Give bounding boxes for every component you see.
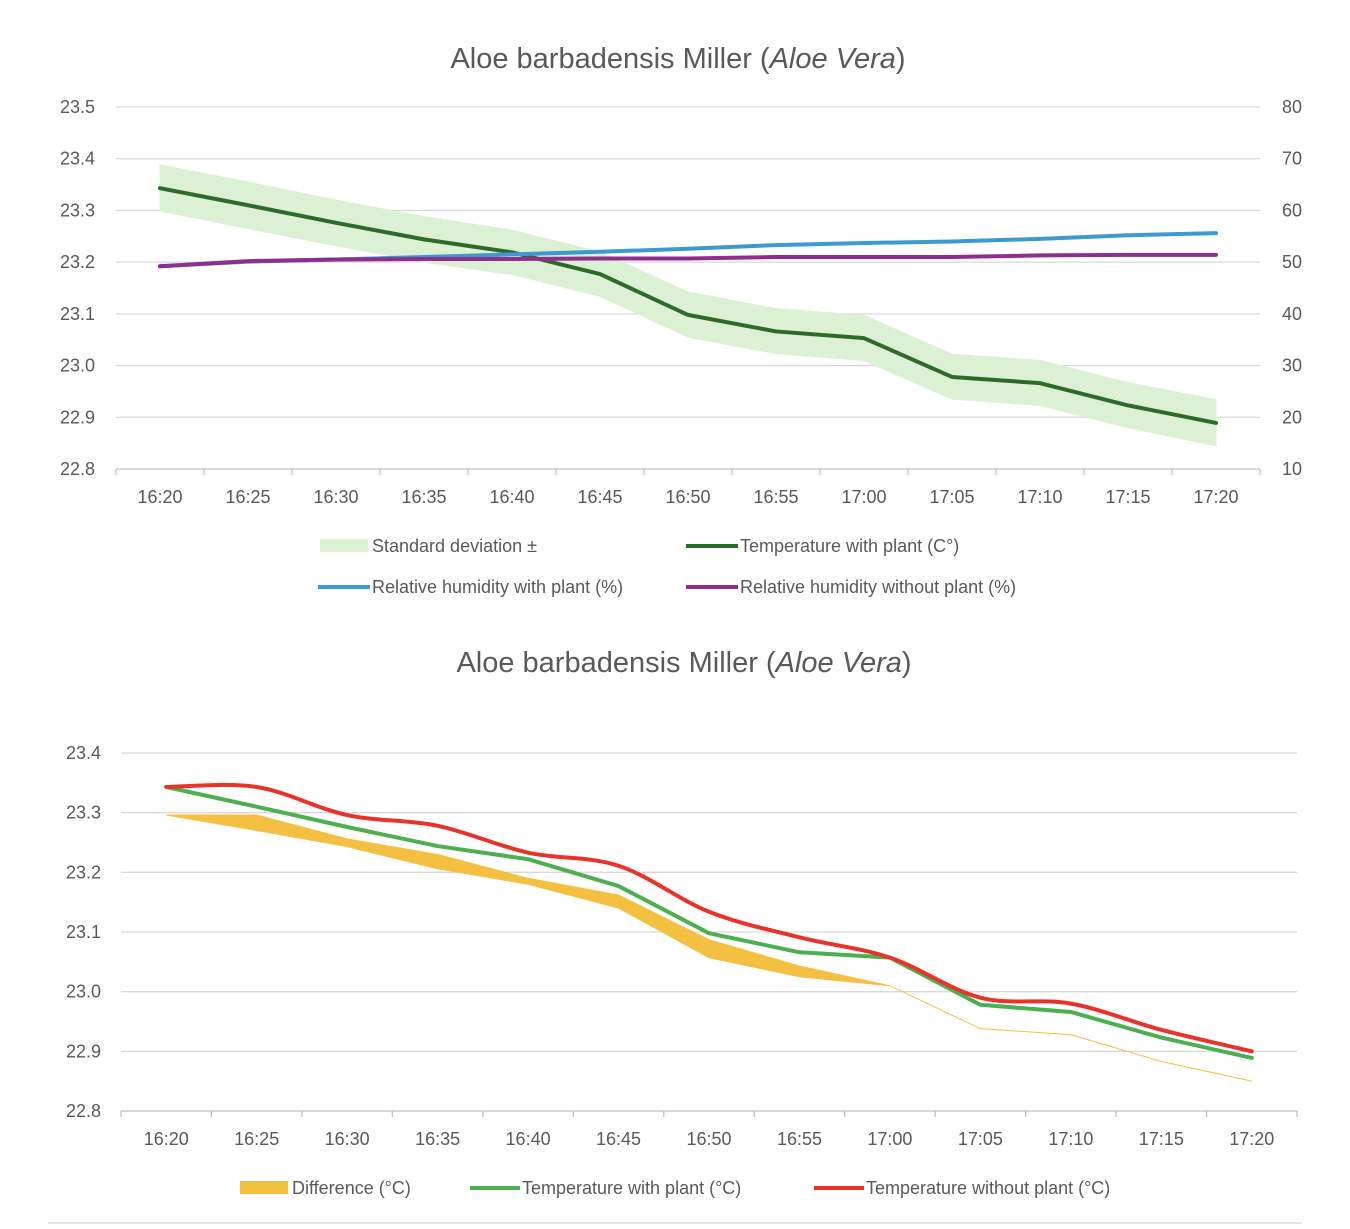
series-1	[166, 814, 1252, 1082]
x-tick-label: 16:55	[777, 1129, 822, 1149]
x-tick-label: 16:30	[313, 487, 358, 507]
y-tick-label-left: 23.2	[66, 862, 101, 882]
y-tick-label-left: 23.4	[66, 743, 101, 763]
y-tick-label-left: 23.0	[60, 356, 95, 376]
x-tick-label: 17:15	[1105, 487, 1150, 507]
x-tick-label: 16:20	[137, 487, 182, 507]
chart-title-italic: Aloe Vera	[768, 43, 896, 75]
series-1	[159, 164, 1217, 447]
chart-title-end: )	[902, 647, 912, 679]
series-2	[164, 785, 1254, 1060]
legend-label: Difference (°C)	[292, 1178, 411, 1198]
chart-title-text: Aloe barbadensis Miller (	[450, 43, 769, 75]
y-tick-label-left: 23.1	[60, 304, 95, 324]
legend-swatch	[320, 539, 368, 552]
y-tick-label-left: 23.0	[66, 982, 101, 1002]
y-tick-label-right: 60	[1282, 200, 1302, 220]
x-tick-label: 16:25	[234, 1129, 279, 1149]
chart-title: Aloe barbadensis Miller (Aloe Vera)	[456, 647, 911, 679]
chart-title-text: Aloe barbadensis Miller (	[456, 647, 775, 679]
legend-swatch	[240, 1181, 288, 1194]
y-tick-label-left: 23.5	[60, 97, 95, 117]
y-tick-label-left: 22.8	[60, 459, 95, 479]
x-tick-label: 16:20	[144, 1129, 189, 1149]
series-line	[164, 785, 1254, 1060]
chart-title-italic: Aloe Vera	[774, 647, 902, 679]
x-tick-label: 16:50	[686, 1129, 731, 1149]
y-tick-label-left: 22.9	[66, 1041, 101, 1061]
chart-2: Aloe barbadensis Miller (Aloe Vera) 22.8 2…	[66, 647, 1298, 1198]
y-tick-label-left: 23.4	[60, 149, 95, 169]
x-tick-label: 17:20	[1229, 1129, 1274, 1149]
x-tick-label: 16:40	[506, 1129, 551, 1149]
x-tick-label: 17:15	[1139, 1129, 1184, 1149]
y-tick-label-right: 10	[1282, 459, 1302, 479]
y-tick-label-left: 23.3	[66, 803, 101, 823]
y-tick-label-left: 23.3	[60, 200, 95, 220]
y-tick-label-right: 70	[1282, 149, 1302, 169]
band-area	[159, 164, 1217, 447]
band-area	[166, 814, 1252, 1082]
x-tick-label: 17:10	[1017, 487, 1062, 507]
series-4	[158, 252, 1218, 269]
x-tick-label: 17:00	[867, 1129, 912, 1149]
x-tick-label: 17:00	[841, 487, 886, 507]
y-tick-label-left: 22.9	[60, 407, 95, 427]
x-tick-label: 17:05	[929, 487, 974, 507]
x-tick-label: 16:45	[577, 487, 622, 507]
y-tick-label-right: 20	[1282, 407, 1302, 427]
series-3	[164, 782, 1254, 1054]
legend-label: Temperature with plant (C°)	[740, 536, 959, 556]
x-tick-label: 17:05	[958, 1129, 1003, 1149]
x-tick-label: 16:50	[665, 487, 710, 507]
y-tick-label-right: 30	[1282, 356, 1302, 376]
legend-label: Relative humidity with plant (%)	[372, 577, 623, 597]
chart-title-end: )	[896, 43, 906, 75]
x-tick-label: 16:35	[415, 1129, 460, 1149]
x-tick-label: 16:30	[325, 1129, 370, 1149]
x-tick-label: 16:55	[753, 487, 798, 507]
chart-1: Aloe barbadensis Miller (Aloe Vera) 22.8 2…	[60, 43, 1302, 597]
x-tick-label: 16:45	[596, 1129, 641, 1149]
series-2	[158, 186, 1218, 425]
x-tick-label: 16:25	[225, 487, 270, 507]
x-tick-label: 16:40	[489, 487, 534, 507]
legend-label: Relative humidity without plant (%)	[740, 577, 1016, 597]
legend-label: Temperature with plant (°C)	[522, 1178, 741, 1198]
x-tick-label: 17:20	[1193, 487, 1238, 507]
chart-title: Aloe barbadensis Miller (Aloe Vera)	[450, 43, 905, 75]
y-tick-label-right: 50	[1282, 252, 1302, 272]
legend-label: Standard deviation ±	[372, 536, 537, 556]
x-tick-label: 17:10	[1048, 1129, 1093, 1149]
y-tick-label-right: 80	[1282, 97, 1302, 117]
series-line	[158, 252, 1218, 269]
y-tick-label-left: 23.2	[60, 252, 95, 272]
y-tick-label-right: 40	[1282, 304, 1302, 324]
legend-label: Temperature without plant (°C)	[866, 1178, 1110, 1198]
y-tick-label-left: 23.1	[66, 922, 101, 942]
y-tick-label-left: 22.8	[66, 1101, 101, 1121]
x-tick-label: 16:35	[401, 487, 446, 507]
